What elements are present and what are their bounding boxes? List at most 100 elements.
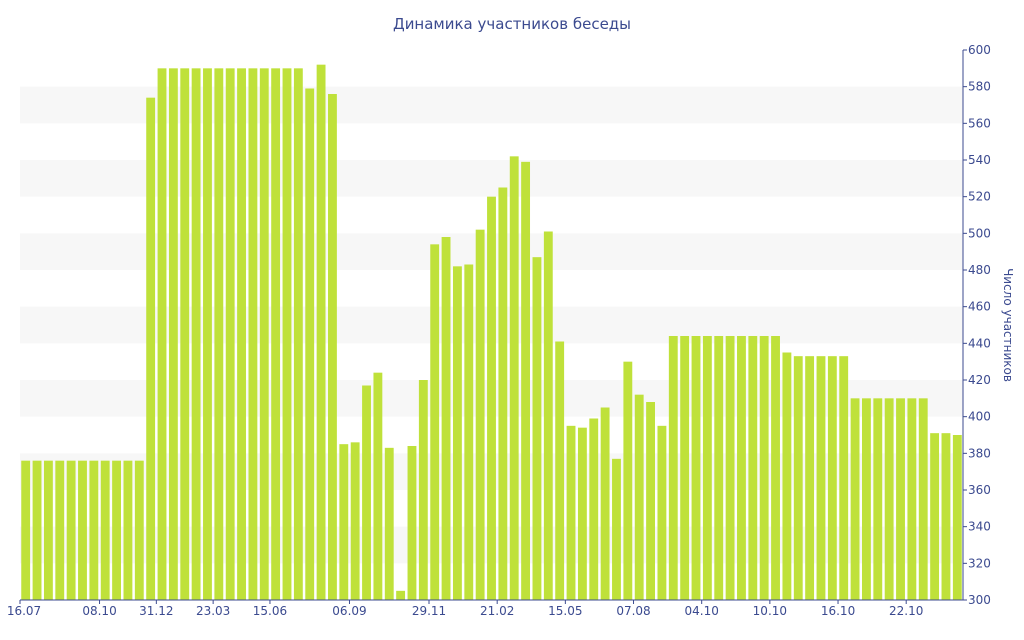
bar xyxy=(282,68,292,601)
bar xyxy=(146,97,156,601)
bar xyxy=(793,356,803,600)
bar xyxy=(452,266,462,600)
bar xyxy=(32,460,42,600)
x-tick-label: 08.10 xyxy=(82,604,116,618)
y-tick-label: 540 xyxy=(968,153,991,167)
bar xyxy=(691,336,701,600)
y-tick-label: 400 xyxy=(968,410,991,424)
bar xyxy=(55,460,65,600)
y-tick-label: 300 xyxy=(968,593,991,607)
y-tick-label: 500 xyxy=(968,226,991,240)
bar xyxy=(771,336,780,600)
bar xyxy=(66,460,76,600)
bar xyxy=(168,68,178,601)
y-tick-label: 560 xyxy=(968,116,991,130)
bar xyxy=(861,398,871,600)
y-tick-label: 520 xyxy=(968,190,991,204)
y-tick-label: 340 xyxy=(968,520,991,534)
bar xyxy=(43,460,53,600)
x-tick-label: 06.09 xyxy=(332,604,366,618)
bar xyxy=(634,394,644,600)
x-tick-label: 16.10 xyxy=(821,604,855,618)
x-tick-label: 15.06 xyxy=(253,604,287,618)
bar xyxy=(271,68,281,601)
bar xyxy=(668,336,678,600)
bar xyxy=(418,380,428,600)
y-tick-label: 420 xyxy=(968,373,991,387)
bar xyxy=(373,372,383,600)
bar xyxy=(657,425,667,600)
y-axis-label: Число участников xyxy=(1001,268,1015,382)
bar xyxy=(237,68,246,601)
y-tick-label: 600 xyxy=(968,43,991,57)
bar xyxy=(157,68,167,601)
bar xyxy=(328,94,337,600)
bar xyxy=(293,68,303,601)
bar xyxy=(725,336,735,600)
bar xyxy=(680,336,690,600)
bar xyxy=(362,385,371,600)
bar xyxy=(78,460,87,600)
x-tick-label: 23.03 xyxy=(196,604,230,618)
bar xyxy=(589,418,599,600)
bar xyxy=(612,458,621,600)
bar xyxy=(827,356,837,600)
bar xyxy=(214,68,224,601)
x-tick-label: 16.07 xyxy=(7,604,41,618)
bar xyxy=(100,460,110,600)
y-tick-label: 380 xyxy=(968,446,991,460)
bars xyxy=(21,64,962,601)
bar xyxy=(839,356,849,600)
bar xyxy=(475,229,485,600)
x-tick-label: 10.10 xyxy=(753,604,787,618)
bar xyxy=(248,68,258,601)
bar xyxy=(566,425,576,600)
bar xyxy=(850,398,860,600)
bar xyxy=(873,398,883,600)
chart-title: Динамика участников беседы xyxy=(393,15,631,33)
bar xyxy=(180,68,190,601)
bar xyxy=(350,442,360,600)
bar xyxy=(191,68,201,601)
bar xyxy=(305,88,315,600)
bar xyxy=(339,444,349,600)
y-tick-label: 360 xyxy=(968,483,991,497)
bar xyxy=(896,398,905,600)
bar xyxy=(464,264,474,600)
bar xyxy=(498,187,508,600)
x-axis: 16.07 08.10 31.12 23.03 15.06 06.09 29.11 21.02… xyxy=(7,599,963,618)
bar xyxy=(123,460,133,600)
x-tick-label: 21.02 xyxy=(480,604,514,618)
bar xyxy=(759,336,769,600)
bar xyxy=(509,156,519,601)
bar xyxy=(600,407,610,600)
bar xyxy=(577,427,587,600)
y-tick-label: 320 xyxy=(968,556,991,570)
y-tick-label: 480 xyxy=(968,263,991,277)
bar xyxy=(384,447,394,600)
bar xyxy=(89,460,99,600)
bar xyxy=(112,460,122,600)
y-tick-label: 440 xyxy=(968,336,991,350)
bar xyxy=(702,336,712,600)
bar xyxy=(521,161,531,601)
bar xyxy=(430,244,440,601)
x-tick-label: 22.10 xyxy=(889,604,923,618)
bar xyxy=(487,196,496,600)
bar xyxy=(748,336,758,600)
bar xyxy=(623,361,633,600)
bar xyxy=(441,237,451,600)
bar xyxy=(941,433,951,600)
bar xyxy=(203,68,212,601)
bar xyxy=(407,446,417,600)
bar xyxy=(737,336,746,600)
bar xyxy=(396,590,406,600)
bar xyxy=(884,398,894,600)
y-axis: 300 320 340 360 380 400 420 440 460 480 500 520 540 5… xyxy=(962,43,991,607)
x-tick-label: 31.12 xyxy=(139,604,173,618)
x-tick-label: 15.05 xyxy=(548,604,582,618)
bar xyxy=(646,402,655,600)
bar xyxy=(259,68,269,601)
